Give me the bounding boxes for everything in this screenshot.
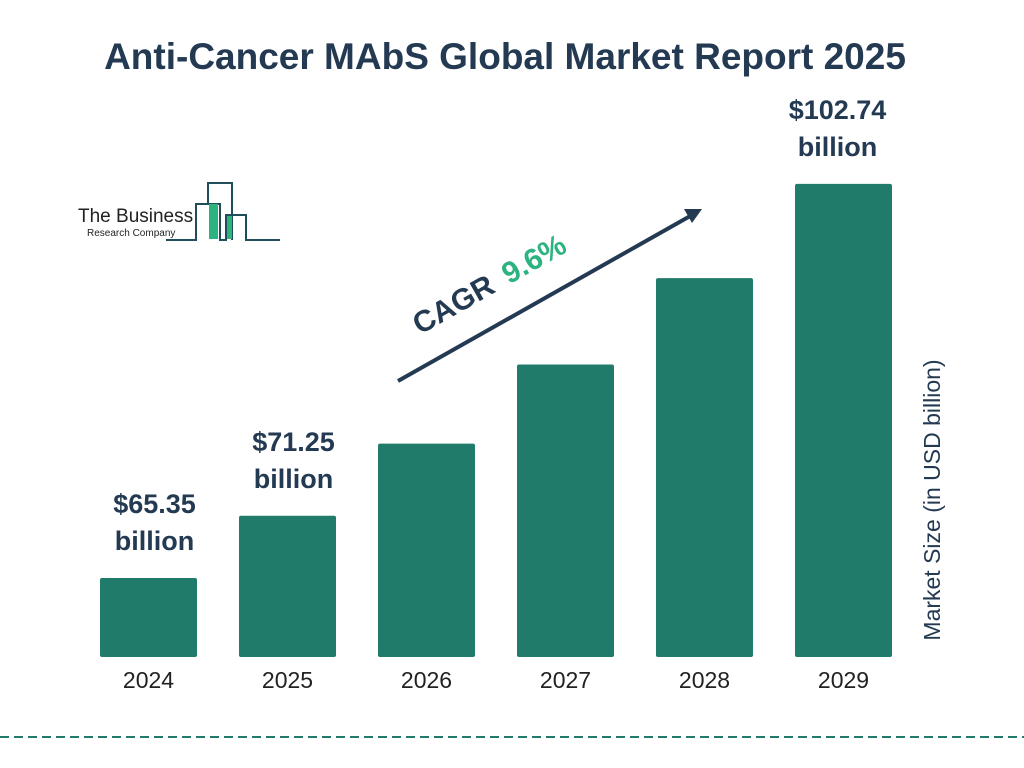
logo-line1: The Business [78,206,193,227]
bar-2024 [100,577,197,657]
y-axis-label: Market Size (in USD billion) [919,359,945,640]
data-label-value: $102.74 [789,95,887,125]
logo-line2: Research Company [87,228,175,239]
data-label-unit: billion [798,132,877,162]
x-tick-label: 2028 [679,667,730,693]
cagr-arrow [397,213,693,383]
logo: The Business Research Company [78,182,280,241]
data-label-unit: billion [254,464,333,494]
bar-2029 [795,183,892,657]
x-tick-label: 2024 [123,667,174,693]
data-label-value: $71.25 [252,427,335,457]
x-tick-label: 2025 [262,667,313,693]
x-tick-label: 2027 [540,667,591,693]
bar-2027 [517,364,614,657]
bar-2028 [656,278,753,657]
bar-2025 [239,515,336,657]
chart-title: Anti-Cancer MAbS Global Market Report 20… [104,36,906,77]
cagr-arrow-head [684,209,702,223]
data-label-value: $65.35 [113,489,196,519]
cagr-annotation: CAGR9.6% [407,228,572,341]
bar-2026 [378,443,475,657]
cagr-value: 9.6% [496,228,572,290]
data-label-unit: billion [115,526,194,556]
x-tick-label: 2029 [818,667,869,693]
x-tick-label: 2026 [401,667,452,693]
